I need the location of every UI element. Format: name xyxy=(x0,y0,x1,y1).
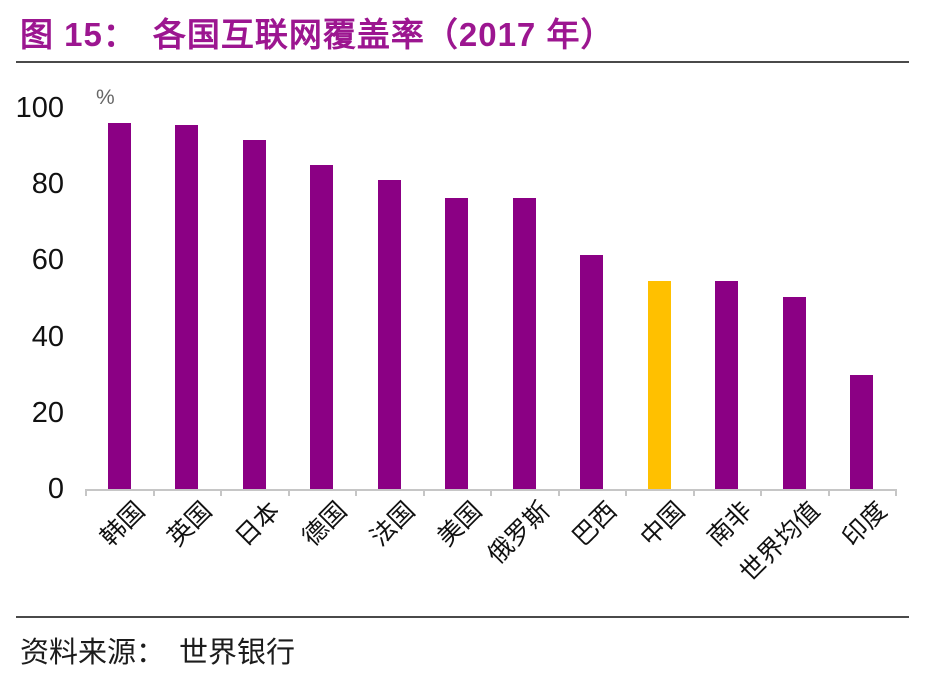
x-axis-label-南非: 南非 xyxy=(703,497,758,552)
figure-title: 图 15： 各国互联网覆盖率（2017 年） xyxy=(20,8,614,56)
y-axis-unit-label: % xyxy=(96,86,115,109)
x-axis-label-韩国: 韩国 xyxy=(95,497,151,552)
bar-法国 xyxy=(377,180,401,489)
title-divider-line xyxy=(16,61,909,63)
figure-number: 图 15： xyxy=(20,16,137,53)
x-axis-tick xyxy=(557,489,560,496)
y-tick-label-100: 100 xyxy=(15,92,64,124)
y-tick-label-80: 80 xyxy=(31,168,64,201)
x-axis-label-中国: 中国 xyxy=(635,497,691,552)
figure-title-text: 各国互联网覆盖率（2017 年） xyxy=(152,16,615,53)
x-axis-tick xyxy=(827,489,830,496)
bar-世界均值 xyxy=(782,296,806,489)
bar-俄罗斯 xyxy=(512,197,536,489)
bar-南非 xyxy=(715,281,738,489)
x-axis-label-印度: 印度 xyxy=(838,497,893,552)
bar-日本 xyxy=(242,140,266,489)
x-axis-label-日本: 日本 xyxy=(230,497,286,552)
x-axis-tick xyxy=(355,489,358,496)
x-axis-tick xyxy=(625,489,628,496)
bar-德国 xyxy=(310,165,333,489)
x-axis-tick xyxy=(85,489,88,496)
x-axis-tick xyxy=(490,489,493,496)
x-axis-label-巴西: 巴西 xyxy=(568,497,623,552)
x-axis-tick xyxy=(152,489,155,496)
bar-美国 xyxy=(445,197,468,489)
x-axis-label-德国: 德国 xyxy=(298,497,353,552)
bar-印度 xyxy=(850,374,873,489)
source-note: 资料来源： 世界银行 xyxy=(20,629,295,671)
bar-中国 xyxy=(647,281,671,489)
bar-韩国 xyxy=(107,123,131,489)
x-axis-tick xyxy=(692,489,695,496)
y-tick-label-0: 0 xyxy=(47,473,64,505)
x-axis-label-英国: 英国 xyxy=(163,497,218,552)
source-value: 世界银行 xyxy=(179,637,296,669)
bar-英国 xyxy=(175,125,198,489)
x-axis-tick xyxy=(895,489,898,496)
source-label: 资料来源： xyxy=(20,637,166,669)
y-tick-label-40: 40 xyxy=(31,320,64,353)
x-axis-tick xyxy=(220,489,223,496)
footer-divider-line xyxy=(16,616,909,618)
y-tick-label-20: 20 xyxy=(31,396,64,429)
x-axis-tick xyxy=(422,489,425,496)
y-tick-label-60: 60 xyxy=(31,244,64,277)
x-axis-label-法国: 法国 xyxy=(365,497,421,552)
bar-巴西 xyxy=(580,254,603,489)
x-axis-tick xyxy=(287,489,290,496)
x-axis-label-俄罗斯: 俄罗斯 xyxy=(483,497,556,570)
x-axis-tick xyxy=(760,489,763,496)
x-axis-label-美国: 美国 xyxy=(433,497,488,552)
